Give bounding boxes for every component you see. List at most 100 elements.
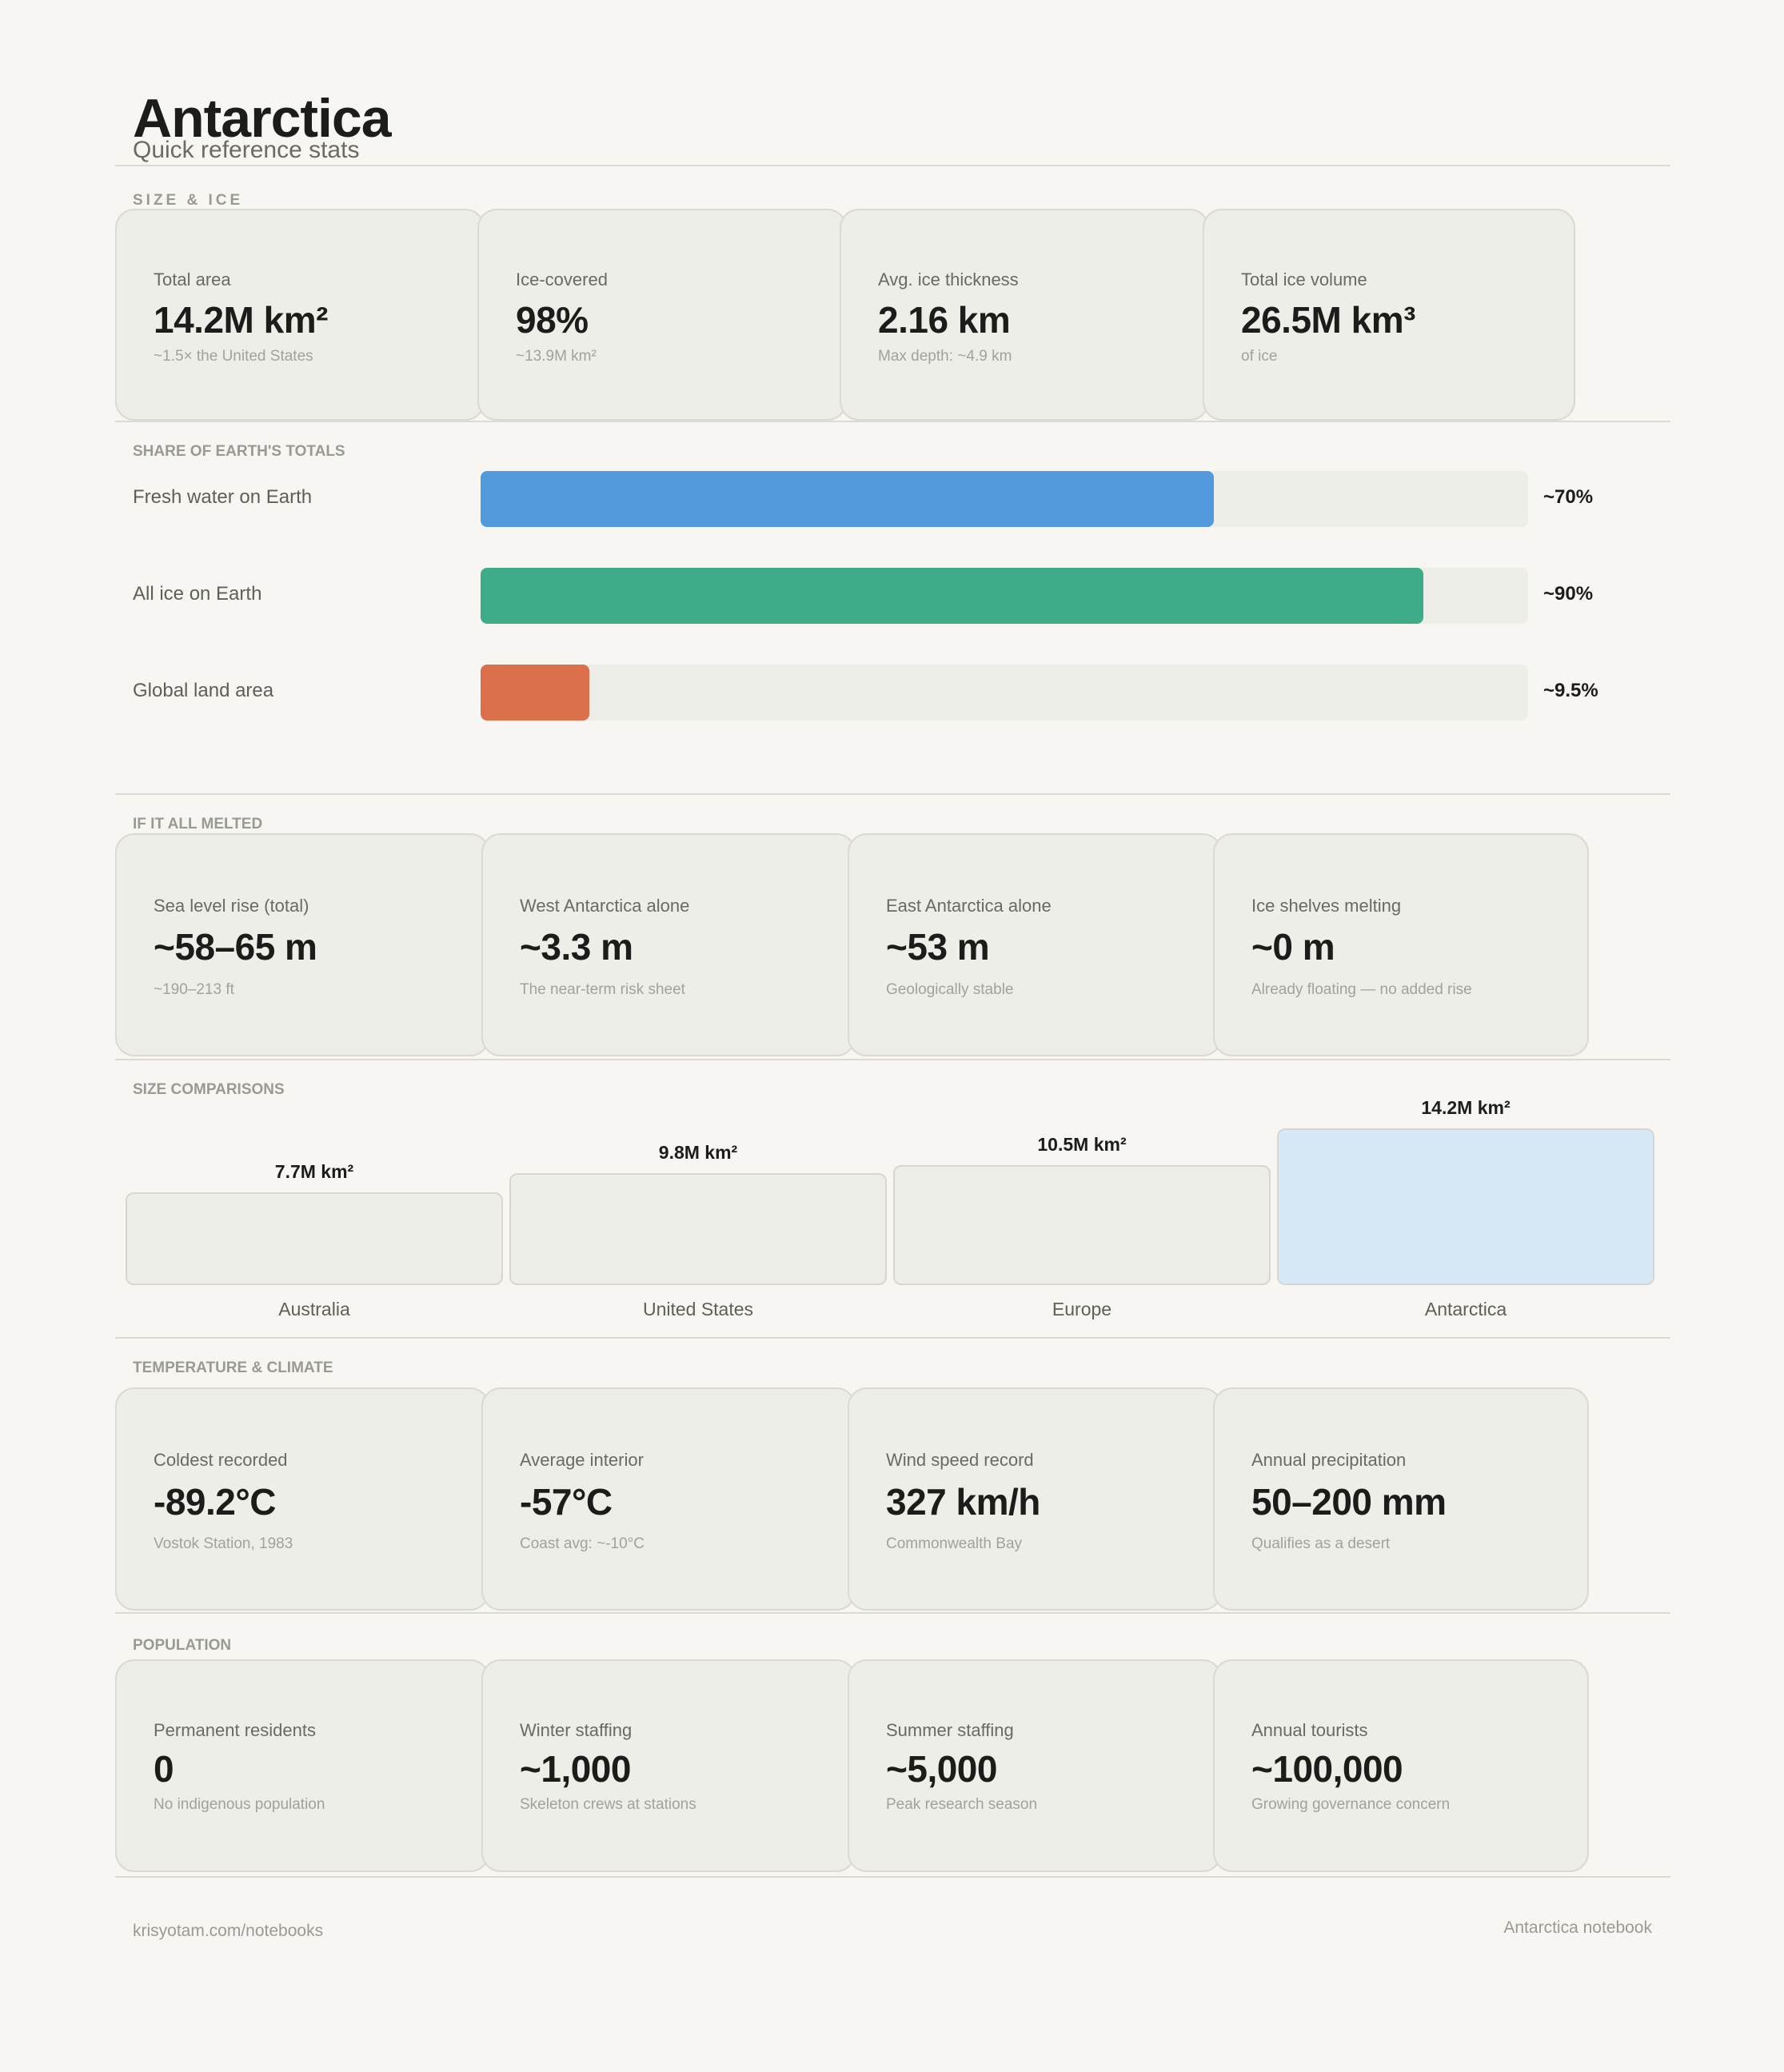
section-label-melted: IF IT ALL MELTED: [133, 816, 263, 832]
stat-value: 2.16 km: [878, 299, 1011, 341]
bar-track-fresh-water: [481, 471, 1528, 527]
stat-sub: No indigenous population: [154, 1796, 325, 1813]
stat-sub: The near-term risk sheet: [520, 981, 685, 998]
stat-card-total-area: Total area 14.2M km² ~1.5× the United St…: [115, 209, 485, 421]
stat-sub: Max depth: ~4.9 km: [878, 348, 1012, 365]
stat-label: Annual precipitation: [1251, 1450, 1407, 1470]
comparison-name-australia: Australia: [278, 1299, 350, 1319]
stat-sub: Already floating — no added rise: [1251, 981, 1472, 998]
stat-value: ~100,000: [1251, 1748, 1403, 1790]
stat-value: -89.2°C: [154, 1481, 276, 1523]
stat-value: ~53 m: [886, 926, 990, 968]
bar-track-global-land: [481, 665, 1528, 721]
stat-sub: ~1.5× the United States: [154, 348, 313, 365]
stat-sub: Skeleton crews at stations: [520, 1796, 696, 1813]
stat-label: Winter staffing: [520, 1720, 633, 1740]
comparison-box-australia: [126, 1192, 503, 1285]
stat-sub: ~190–213 ft: [154, 981, 234, 998]
comparison-value-europe: 10.5M km²: [1037, 1134, 1127, 1155]
divider: [115, 1876, 1670, 1878]
stat-card-west-antarctica: West Antarctica alone ~3.3 m The near-te…: [481, 833, 856, 1056]
stat-label: Permanent residents: [154, 1720, 316, 1740]
bar-value-all-ice: ~90%: [1543, 583, 1594, 605]
bar-label-fresh-water: Fresh water on Earth: [133, 486, 313, 508]
stat-value: 327 km/h: [886, 1481, 1040, 1523]
bar-label-all-ice: All ice on Earth: [133, 583, 262, 605]
bar-value-fresh-water: ~70%: [1543, 486, 1594, 508]
stat-label: Summer staffing: [886, 1720, 1014, 1740]
stat-card-east-antarctica: East Antarctica alone ~53 m Geologically…: [848, 833, 1222, 1056]
stat-card-avg-ice-thickness: Avg. ice thickness 2.16 km Max depth: ~4…: [840, 209, 1209, 421]
comparison-name-united-states: United States: [642, 1299, 754, 1319]
stat-card-annual-precipitation: Annual precipitation 50–200 mm Qualifies…: [1213, 1387, 1589, 1611]
footer-site-link[interactable]: krisyotam.com/notebooks: [133, 1922, 324, 1940]
stat-card-average-interior: Average interior -57°C Coast avg: ~-10°C: [481, 1387, 856, 1611]
stat-sub: Geologically stable: [886, 981, 1014, 998]
stat-label: Sea level rise (total): [154, 896, 309, 916]
stat-sub: Vostok Station, 1983: [154, 1535, 293, 1552]
bar-fill-global-land: [481, 665, 590, 721]
comparison-box-europe: [893, 1165, 1271, 1285]
section-label-climate: TEMPERATURE & CLIMATE: [133, 1359, 333, 1376]
divider: [115, 1612, 1670, 1614]
bar-value-global-land: ~9.5%: [1543, 680, 1598, 701]
stat-value: -57°C: [520, 1481, 613, 1523]
bar-fill-fresh-water: [481, 471, 1214, 527]
bar-track-all-ice: [481, 568, 1528, 624]
stat-value: ~3.3 m: [520, 926, 633, 968]
stat-sub: of ice: [1241, 348, 1278, 365]
stat-label: Total area: [154, 269, 231, 289]
stat-card-ice-covered: Ice-covered 98% ~13.9M km²: [477, 209, 847, 421]
stat-value: 0: [154, 1748, 174, 1790]
page-title: Antarctica: [133, 88, 392, 149]
footer-notebook-name: Antarctica notebook: [1503, 1918, 1652, 1937]
comparison-value-australia: 7.7M km²: [274, 1161, 354, 1182]
stat-value: 50–200 mm: [1251, 1481, 1447, 1523]
comparison-name-antarctica: Antarctica: [1424, 1299, 1507, 1319]
stat-card-annual-tourists: Annual tourists ~100,000 Growing governa…: [1213, 1659, 1589, 1872]
stat-card-winter-staffing: Winter staffing ~1,000 Skeleton crews at…: [481, 1659, 856, 1872]
page-subtitle: Quick reference stats: [133, 137, 360, 163]
stat-value: ~5,000: [886, 1748, 997, 1790]
stat-sub: Coast avg: ~-10°C: [520, 1535, 645, 1552]
stat-value: 26.5M km³: [1241, 299, 1415, 341]
stat-label: Ice shelves melting: [1251, 896, 1402, 916]
stat-label: Average interior: [520, 1450, 644, 1470]
stat-value: 14.2M km²: [154, 299, 328, 341]
stat-label: Annual tourists: [1251, 1720, 1368, 1740]
stat-label: Total ice volume: [1241, 269, 1367, 289]
stat-sub: Qualifies as a desert: [1251, 1535, 1391, 1552]
divider: [115, 165, 1670, 166]
stat-sub: Commonwealth Bay: [886, 1535, 1023, 1552]
stat-value: 98%: [516, 299, 589, 341]
stat-value: ~58–65 m: [154, 926, 317, 968]
stat-sub: Growing governance concern: [1251, 1796, 1451, 1813]
section-label-population: POPULATION: [133, 1637, 232, 1654]
comparison-box-united-states: [509, 1173, 887, 1285]
stat-card-total-ice-volume: Total ice volume 26.5M km³ of ice: [1203, 209, 1575, 421]
stat-sub: Peak research season: [886, 1796, 1038, 1813]
stat-label: Coldest recorded: [154, 1450, 288, 1470]
stat-value: ~1,000: [520, 1748, 631, 1790]
stat-label: Wind speed record: [886, 1450, 1034, 1470]
stat-label: Ice-covered: [516, 269, 608, 289]
divider: [115, 421, 1670, 422]
section-label-comparisons: SIZE COMPARISONS: [133, 1081, 285, 1098]
stat-sub: ~13.9M km²: [516, 348, 597, 365]
section-label-share: SHARE OF EARTH'S TOTALS: [133, 443, 345, 460]
stat-card-wind-speed-record: Wind speed record 327 km/h Commonwealth …: [848, 1387, 1222, 1611]
stat-label: Avg. ice thickness: [878, 269, 1019, 289]
divider: [115, 1337, 1670, 1339]
stat-card-permanent-residents: Permanent residents 0 No indigenous popu…: [115, 1659, 489, 1872]
section-label-size-ice: SIZE & ICE: [133, 192, 244, 209]
comparison-box-antarctica: [1277, 1128, 1654, 1285]
stat-card-summer-staffing: Summer staffing ~5,000 Peak research sea…: [848, 1659, 1222, 1872]
stat-value: ~0 m: [1251, 926, 1335, 968]
stat-label: West Antarctica alone: [520, 896, 690, 916]
divider: [115, 1059, 1670, 1060]
comparison-name-europe: Europe: [1052, 1299, 1112, 1319]
stat-label: East Antarctica alone: [886, 896, 1052, 916]
comparison-value-united-states: 9.8M km²: [658, 1142, 738, 1163]
stat-card-ice-shelves: Ice shelves melting ~0 m Already floatin…: [1213, 833, 1589, 1056]
bar-fill-all-ice: [481, 568, 1423, 624]
